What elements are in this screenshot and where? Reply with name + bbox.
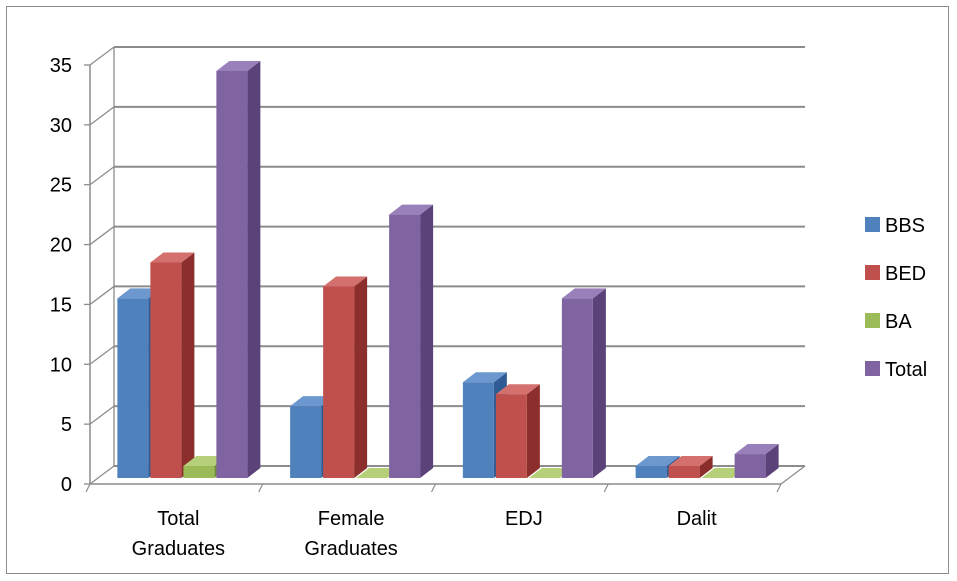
bar-top <box>561 288 606 299</box>
bar-side <box>247 60 261 478</box>
x-tick-label: Graduates <box>132 538 225 560</box>
bar-front <box>389 214 421 478</box>
bar-side <box>592 288 606 478</box>
floor-edge <box>780 465 806 485</box>
bar-front <box>561 298 593 478</box>
bar-front <box>635 466 667 478</box>
gridline-connector <box>89 166 115 186</box>
gridline-connector <box>89 465 115 485</box>
gridline-connector <box>89 46 115 66</box>
bar-front <box>495 394 527 478</box>
bar-front <box>117 298 149 478</box>
bar-top <box>216 60 261 71</box>
bars-layer <box>117 60 779 478</box>
gridline-connector <box>89 345 115 365</box>
y-tick-label: 0 <box>61 474 72 496</box>
bar-side <box>526 384 540 478</box>
legend-item-bbs: BBS <box>865 215 925 237</box>
bar-top <box>389 204 434 215</box>
bar-front <box>150 262 182 478</box>
grid-layer <box>89 46 805 485</box>
x-tick-label: Female <box>318 508 385 530</box>
legend-swatch <box>865 361 880 376</box>
bar-front <box>290 406 322 478</box>
x-tick-mark <box>430 483 437 493</box>
legend: BBS BED BA Total <box>865 215 927 381</box>
legend-swatch <box>865 217 880 232</box>
legend-item-total: Total <box>865 359 927 381</box>
legend-item-ba: BA <box>865 311 912 333</box>
bar-front <box>668 466 700 478</box>
y-tick-label: 30 <box>50 115 72 137</box>
legend-swatch <box>865 265 880 280</box>
x-tick-mark <box>603 483 609 493</box>
y-tick-label: 25 <box>50 175 72 197</box>
bar-total-0 <box>216 60 261 478</box>
bar-top <box>734 444 779 455</box>
gridline-connector <box>89 106 115 126</box>
x-tick-mark <box>258 483 264 493</box>
legend-label: BA <box>885 311 912 333</box>
bar-top <box>150 252 195 263</box>
bar-front <box>734 454 766 478</box>
bar-side <box>181 252 195 478</box>
labels-layer: 0 5 10 15 20 25 30 35 Total Graduates Female Gradua… <box>50 55 717 560</box>
y-tick-label: 15 <box>50 294 72 316</box>
bar-top <box>635 456 680 467</box>
bar-side <box>354 276 368 478</box>
bar-side <box>699 456 713 478</box>
x-tick-mark <box>85 483 91 493</box>
x-tick-label: Graduates <box>304 538 397 560</box>
bar-total-2 <box>561 288 606 478</box>
legend-item-bed: BED <box>865 263 926 285</box>
x-tick-label: Total <box>157 508 199 530</box>
x-tick-label: Dalit <box>677 508 717 530</box>
y-tick-label: 5 <box>61 414 72 436</box>
bar-front <box>183 466 215 478</box>
legend-label: BBS <box>885 215 925 237</box>
bar-bed-1 <box>323 276 368 478</box>
bar-bed-2 <box>495 384 540 478</box>
bar-top <box>668 456 713 467</box>
x-tick-label: EDJ <box>505 508 543 530</box>
gridline-connector <box>89 285 115 305</box>
x-tick-mark <box>776 483 782 493</box>
bar-top <box>495 384 540 395</box>
y-tick-label: 20 <box>50 235 72 257</box>
bar-top <box>323 276 368 287</box>
y-tick-label: 35 <box>50 55 72 77</box>
bar-front <box>323 286 355 478</box>
bar-front <box>462 382 494 478</box>
bar-side <box>420 204 434 478</box>
axis-layer <box>84 47 806 493</box>
bar-total-1 <box>389 204 434 478</box>
y-tick-label: 10 <box>50 354 72 376</box>
bar-bed-3 <box>668 456 713 478</box>
legend-label: Total <box>885 359 927 381</box>
legend-label: BED <box>885 263 926 285</box>
gridline-connector <box>89 405 115 425</box>
gridline-connector <box>89 226 115 246</box>
bar-top <box>462 372 507 383</box>
legend-swatch <box>865 313 880 328</box>
bar-side <box>765 444 779 478</box>
bar-front <box>216 70 248 478</box>
bar-total-3 <box>734 444 779 478</box>
bar-bed-0 <box>150 252 195 478</box>
